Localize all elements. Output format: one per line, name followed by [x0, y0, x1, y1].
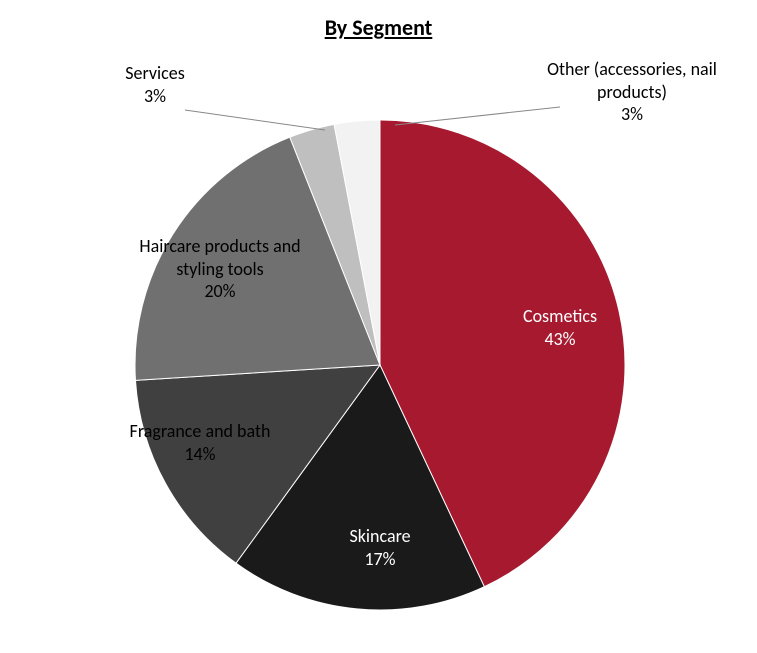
slice-name: Services	[95, 62, 215, 85]
leader-line	[185, 110, 325, 130]
slice-name: Other (accessories, nail products)	[527, 58, 737, 103]
slice-percent: 14%	[100, 443, 300, 466]
slice-name: Haircare products and styling tools	[120, 235, 320, 280]
chart-title: By Segment	[0, 14, 757, 41]
slice-percent: 3%	[95, 85, 215, 108]
slice-percent: 17%	[330, 548, 430, 571]
slice-name: Fragrance and bath	[100, 420, 300, 443]
slice-percent: 3%	[527, 103, 737, 126]
pie-chart-container: By Segment Cosmetics43% Skincare17% Fragra…	[0, 0, 757, 648]
slice-label: Other (accessories, nail products)3%	[527, 58, 737, 126]
slice-percent: 20%	[120, 280, 320, 303]
slice-label: Skincare17%	[330, 525, 430, 570]
slice-label: Haircare products and styling tools20%	[120, 235, 320, 303]
slice-label: Cosmetics43%	[500, 305, 620, 350]
slice-name: Cosmetics	[500, 305, 620, 328]
slice-name: Skincare	[330, 525, 430, 548]
slice-percent: 43%	[500, 328, 620, 351]
slice-label: Fragrance and bath14%	[100, 420, 300, 465]
slice-label: Services3%	[95, 62, 215, 107]
